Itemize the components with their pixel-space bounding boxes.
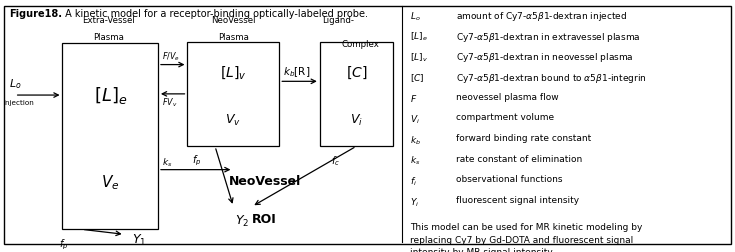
Text: forward binding rate constant: forward binding rate constant [456, 134, 591, 143]
Text: $L_o$: $L_o$ [9, 77, 21, 91]
Text: Plasma: Plasma [218, 33, 249, 42]
Text: fluorescent signal intensity: fluorescent signal intensity [456, 196, 579, 205]
Text: $k_b$: $k_b$ [410, 134, 421, 147]
Bar [187, 42, 279, 146]
Text: $L_o$: $L_o$ [410, 10, 420, 23]
Text: Ligand-: Ligand- [322, 16, 354, 25]
Text: $k_s$: $k_s$ [162, 156, 172, 169]
Text: compartment volume: compartment volume [456, 113, 554, 122]
Text: $Y_2$: $Y_2$ [235, 214, 250, 229]
Text: $f_p$: $f_p$ [59, 237, 68, 252]
Text: Cy7-$\alpha$5$\beta$1-dextran in extravessel plasma: Cy7-$\alpha$5$\beta$1-dextran in extrave… [456, 31, 640, 44]
Text: $f_c$: $f_c$ [331, 154, 340, 168]
Text: Cy7-$\alpha$5$\beta$1-dextran in neovessel plasma: Cy7-$\alpha$5$\beta$1-dextran in neovess… [456, 51, 634, 65]
Text: observational functions: observational functions [456, 175, 562, 184]
Text: amount of Cy7-$\alpha$5$\beta$1-dextran injected: amount of Cy7-$\alpha$5$\beta$1-dextran … [456, 10, 627, 23]
Text: $k_s$: $k_s$ [410, 155, 420, 167]
Text: $FV_v$: $FV_v$ [162, 97, 177, 109]
Text: $[C]$: $[C]$ [345, 65, 368, 81]
Text: $[L]_e$: $[L]_e$ [410, 31, 428, 43]
Bar [320, 42, 393, 146]
Text: Plasma: Plasma [93, 33, 124, 42]
Text: $V_i$: $V_i$ [410, 113, 420, 126]
Text: rate constant of elimination: rate constant of elimination [456, 155, 582, 164]
Text: $[L]_e$: $[L]_e$ [93, 85, 127, 106]
Text: $[C]$: $[C]$ [410, 72, 425, 84]
Text: ROI: ROI [252, 213, 277, 226]
Bar [62, 43, 158, 229]
Text: $V_i$: $V_i$ [350, 112, 363, 128]
Text: $[L]_v$: $[L]_v$ [220, 65, 247, 81]
Text: NeoVessel: NeoVessel [229, 175, 301, 188]
Text: $f_i$: $f_i$ [410, 175, 417, 188]
Text: $F/V_e$: $F/V_e$ [162, 51, 179, 63]
Text: $Y_i$: $Y_i$ [410, 196, 420, 209]
Text: $V_v$: $V_v$ [226, 112, 241, 128]
Text: Cy7-$\alpha$5$\beta$1-dextran bound to $\alpha$5$\beta$1-integrin: Cy7-$\alpha$5$\beta$1-dextran bound to $… [456, 72, 646, 85]
Text: Figure18.: Figure18. [9, 9, 62, 19]
Text: A kinetic model for a receptor-binding optically-labeled probe.: A kinetic model for a receptor-binding o… [62, 9, 368, 19]
Text: $k_b[\mathrm{R}]$: $k_b[\mathrm{R}]$ [283, 66, 310, 79]
Text: $Y_1$: $Y_1$ [132, 233, 146, 248]
Text: NeoVessel: NeoVessel [212, 16, 256, 25]
Text: Extra-Vessel: Extra-Vessel [82, 16, 135, 25]
Text: This model can be used for MR kinetic modeling by
replacing Cy7 by Gd-DOTA and f: This model can be used for MR kinetic mo… [410, 223, 642, 252]
Text: neovessel plasma flow: neovessel plasma flow [456, 93, 559, 102]
Text: injection: injection [4, 100, 35, 106]
Text: Complex: Complex [341, 40, 379, 49]
Text: $f_p$: $f_p$ [192, 154, 201, 169]
Text: $[L]_v$: $[L]_v$ [410, 51, 428, 64]
Text: $F$: $F$ [410, 93, 417, 104]
Text: $V_e$: $V_e$ [101, 173, 120, 192]
